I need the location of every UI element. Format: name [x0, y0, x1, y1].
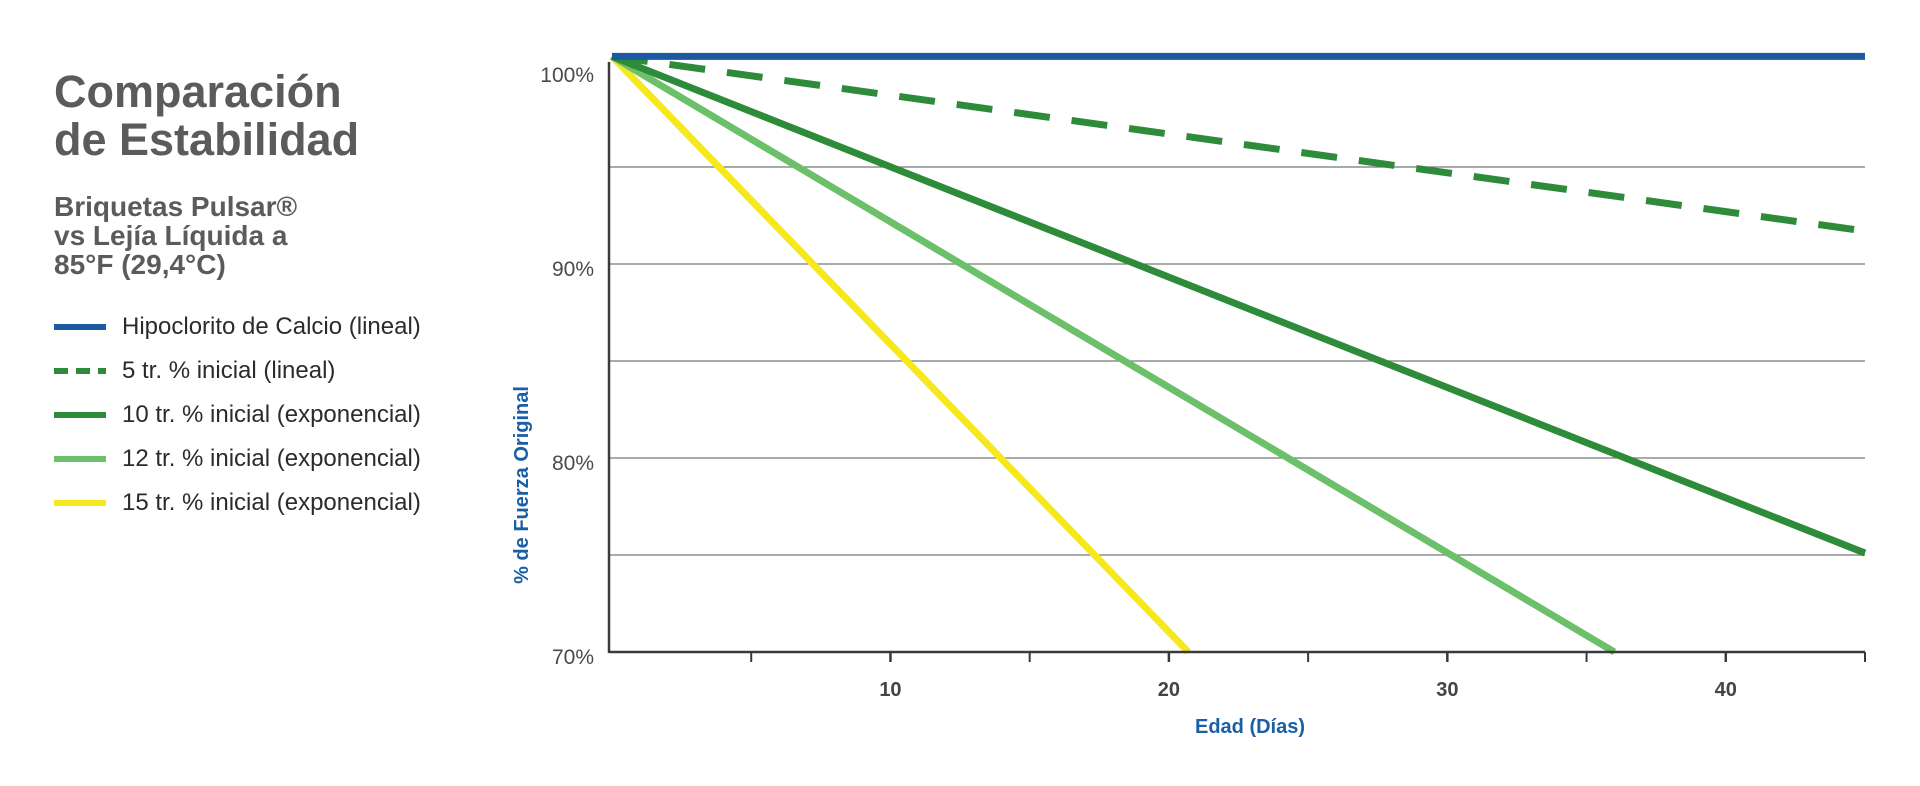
x-tick-label-40: 40 — [1715, 679, 1737, 701]
tick-labels: 10 20 30 40 70% 80% 90% 100% — [540, 64, 1737, 701]
legend-label-0: Hipoclorito de Calcio (lineal) — [122, 313, 421, 340]
legend-swatch-4 — [54, 500, 106, 506]
chart-title-line-2: de Estabilidad — [54, 114, 360, 165]
series-line-4 — [609, 53, 1191, 655]
legend-item-0: Hipoclorito de Calcio (lineal) — [54, 305, 474, 349]
x-tick-label-20: 20 — [1158, 679, 1180, 701]
legend-item-2: 10 tr. % inicial (exponencial) — [54, 393, 474, 437]
series-line-1 — [611, 52, 1866, 235]
series-line-2 — [610, 53, 1867, 557]
chart-title-line-1: Comparación — [54, 66, 342, 117]
legend-swatch-1 — [54, 368, 106, 374]
x-tick-label-10: 10 — [879, 679, 901, 701]
y-tick-label-70: 70% — [552, 646, 594, 669]
legend-swatch-3 — [54, 456, 106, 462]
legend-label-2: 10 tr. % inicial (exponencial) — [122, 401, 421, 428]
y-tick-label-100: 100% — [540, 64, 594, 87]
chart-subtitle-line-2: vs Lejía Líquida a — [54, 220, 288, 251]
chart-legend: Hipoclorito de Calcio (lineal) 5 tr. % in… — [54, 305, 474, 525]
chart-header-panel: Comparación de Estabilidad Briquetas Pul… — [54, 68, 474, 525]
legend-swatch-2 — [54, 412, 106, 418]
y-axis-title: % de Fuerza Original — [511, 386, 533, 584]
legend-label-1: 5 tr. % inicial (lineal) — [122, 357, 336, 384]
legend-item-4: 15 tr. % inicial (exponencial) — [54, 481, 474, 525]
gridlines — [609, 166, 1865, 556]
chart-subtitle-line-3: 85°F (29,4°C) — [54, 249, 226, 280]
chart-title: Comparación de Estabilidad — [54, 68, 474, 164]
chart-subtitle-line-1: Briquetas Pulsar® — [54, 191, 298, 222]
y-tick-label-80: 80% — [552, 452, 594, 475]
series-lines — [609, 52, 1867, 656]
legend-item-3: 12 tr. % inicial (exponencial) — [54, 437, 474, 481]
x-axis-title: Edad (Días) — [1195, 716, 1305, 738]
axes — [607, 62, 1866, 662]
legend-label-3: 12 tr. % inicial (exponencial) — [122, 445, 421, 472]
series-line-3 — [610, 53, 1617, 656]
x-tick-label-30: 30 — [1436, 679, 1458, 701]
chart-subtitle: Briquetas Pulsar® vs Lejía Líquida a 85°… — [54, 192, 474, 279]
legend-item-1: 5 tr. % inicial (lineal) — [54, 349, 474, 393]
legend-swatch-0 — [54, 324, 106, 330]
y-tick-label-90: 90% — [552, 258, 594, 281]
legend-label-4: 15 tr. % inicial (exponencial) — [122, 489, 421, 516]
